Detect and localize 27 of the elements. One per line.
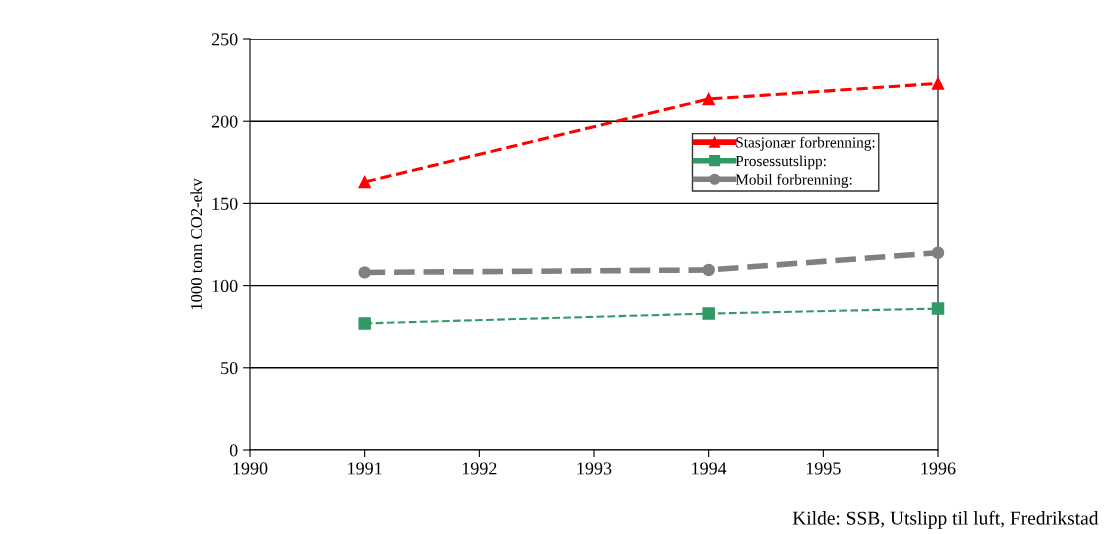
y-tick-label: 50: [221, 362, 238, 375]
x-tick-label: 1990: [233, 462, 268, 475]
point: [931, 302, 945, 315]
point: [358, 175, 371, 189]
point: [358, 317, 371, 330]
text: Kilde: SSB, Utslipp til luft, Fredrikstad: [792, 510, 1099, 529]
point: [702, 307, 715, 320]
x-tick-label: 1993: [577, 462, 612, 475]
point: [931, 246, 945, 259]
x-tick-label: 1992: [462, 462, 497, 475]
legend-label: Stasjonær forbrenning:: [736, 136, 875, 151]
y-tick-label: 250: [211, 33, 238, 46]
y-tick-label: 200: [211, 115, 238, 128]
y-tick-label: 150: [212, 197, 238, 210]
point: [702, 263, 715, 277]
x-tick-label: 1991: [348, 462, 382, 475]
x-tick-label: 1994: [692, 462, 727, 475]
y-tick-label: 0: [229, 444, 238, 457]
point: [358, 266, 371, 279]
legend-label: Prosessutslipp:: [735, 155, 826, 170]
x-tick-label: 1996: [921, 462, 956, 475]
legend-label: Mobil forbrenning:: [735, 173, 852, 188]
point: [931, 77, 945, 90]
point: [702, 92, 715, 106]
y-tick-label: 100: [212, 279, 238, 293]
y-axis-title: 1000 tonn CO2-ekv: [190, 178, 203, 310]
x-tick-label: 1995: [806, 462, 841, 475]
